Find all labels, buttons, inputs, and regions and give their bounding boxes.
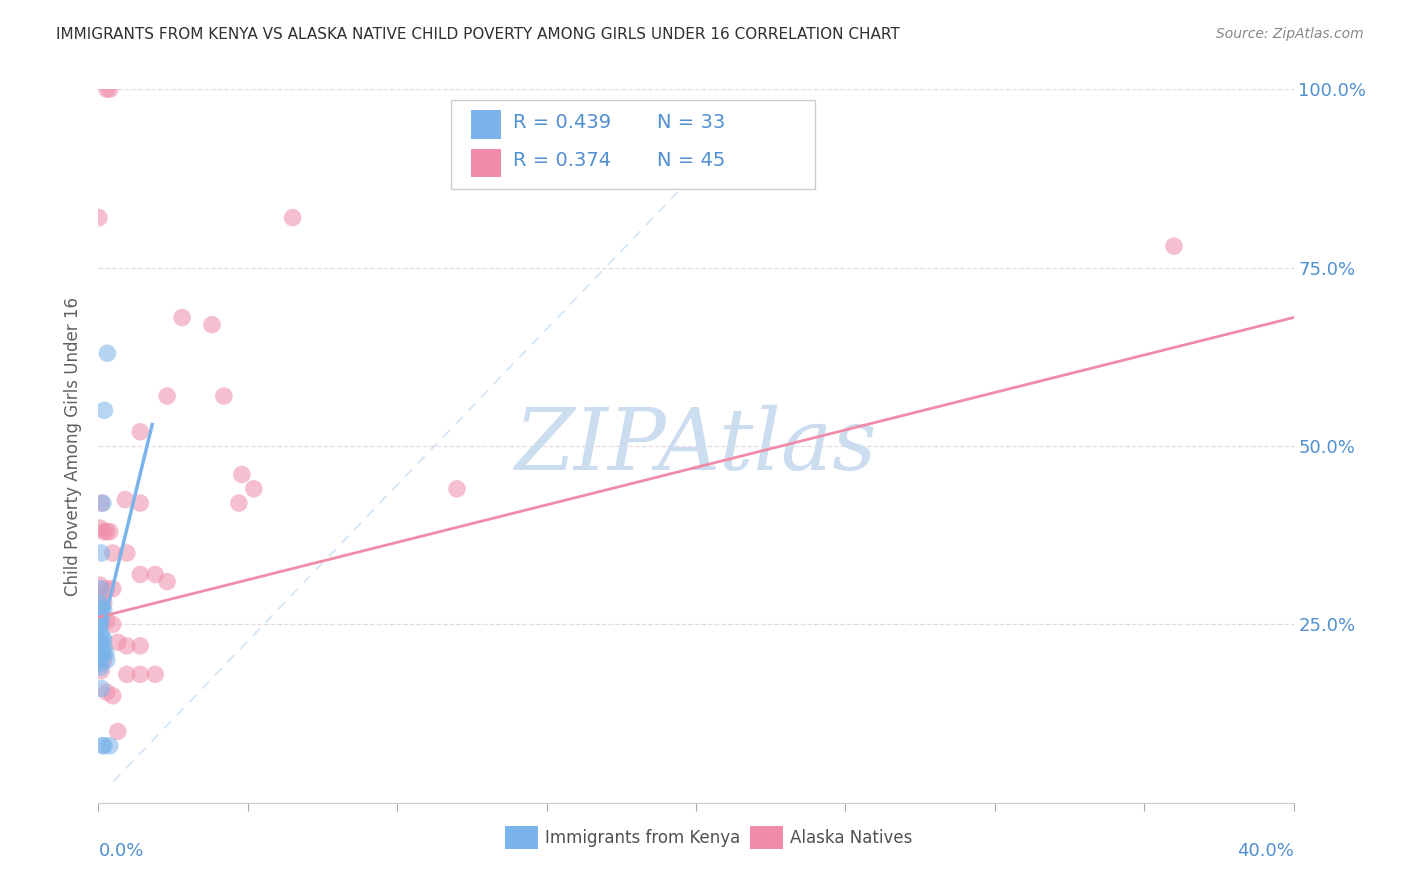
Point [96,685,118,699]
Point [93,739,115,753]
Point [98,82,121,96]
Y-axis label: Child Poverty Among Girls Under 16: Child Poverty Among Girls Under 16 [65,296,83,596]
Point [96,582,118,596]
Point [115,667,138,681]
Point [93,524,115,539]
Point [201,318,224,332]
Text: IMMIGRANTS FROM KENYA VS ALASKA NATIVE CHILD POVERTY AMONG GIRLS UNDER 16 CORREL: IMMIGRANTS FROM KENYA VS ALASKA NATIVE C… [56,27,900,42]
Text: ZIPAtlas: ZIPAtlas [515,405,877,487]
Point [129,667,152,681]
Point [96,346,118,360]
Point [89,596,111,610]
Point [90,660,112,674]
Point [96,653,118,667]
Point [281,211,304,225]
Point [93,603,115,617]
Point [156,389,179,403]
FancyBboxPatch shape [749,826,783,849]
Text: R = 0.439: R = 0.439 [513,113,612,132]
Point [172,310,194,325]
Text: N = 33: N = 33 [657,113,724,132]
Point [91,496,114,510]
Point [89,657,111,671]
Point [96,614,118,628]
Point [89,621,111,635]
Point [243,482,266,496]
Point [101,617,124,632]
Point [143,567,166,582]
Text: 40.0%: 40.0% [1237,842,1294,860]
Point [129,425,152,439]
Point [101,689,124,703]
Point [93,639,115,653]
Point [90,496,112,510]
Point [89,649,111,664]
Point [90,681,112,696]
Point [114,492,136,507]
Point [91,646,114,660]
Text: Alaska Natives: Alaska Natives [790,829,912,847]
Point [1163,239,1185,253]
Point [107,724,129,739]
Point [90,617,112,632]
Point [89,635,111,649]
Text: N = 45: N = 45 [657,151,725,170]
Point [107,635,129,649]
Point [212,389,235,403]
Point [101,546,124,560]
Point [91,739,114,753]
Point [143,667,166,681]
Point [94,646,117,660]
Point [115,546,138,560]
Point [89,649,111,664]
Point [90,610,112,624]
FancyBboxPatch shape [451,100,815,189]
Point [231,467,253,482]
FancyBboxPatch shape [505,826,538,849]
Point [89,578,111,592]
Point [87,211,110,225]
Point [89,614,111,628]
Point [90,603,112,617]
Point [89,521,111,535]
Text: Immigrants from Kenya: Immigrants from Kenya [546,829,741,847]
Point [90,646,112,660]
Point [91,599,114,614]
Point [93,632,115,646]
Point [129,567,152,582]
Point [101,582,124,596]
FancyBboxPatch shape [471,111,501,139]
Point [93,403,115,417]
Point [96,82,118,96]
Text: 0.0%: 0.0% [98,842,143,860]
Point [90,664,112,678]
Point [98,739,121,753]
Text: R = 0.374: R = 0.374 [513,151,612,170]
Point [96,524,118,539]
FancyBboxPatch shape [471,149,501,178]
Point [93,596,115,610]
Point [129,639,152,653]
Point [89,642,111,657]
Point [228,496,250,510]
Point [89,653,111,667]
Point [93,653,115,667]
Point [90,628,112,642]
Point [446,482,468,496]
Point [90,639,112,653]
Point [156,574,179,589]
Point [90,592,112,607]
Text: Source: ZipAtlas.com: Source: ZipAtlas.com [1216,27,1364,41]
Point [93,646,115,660]
Point [90,546,112,560]
Point [129,496,152,510]
Point [98,524,121,539]
Point [90,582,112,596]
Point [115,639,138,653]
Point [91,632,114,646]
